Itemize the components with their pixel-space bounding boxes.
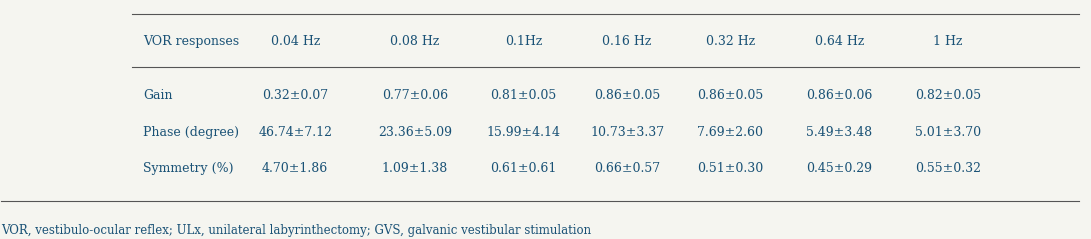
Text: 0.66±0.57: 0.66±0.57 (595, 162, 660, 175)
Text: Gain: Gain (143, 89, 172, 103)
Text: 1 Hz: 1 Hz (934, 35, 963, 48)
Text: 0.16 Hz: 0.16 Hz (602, 35, 651, 48)
Text: 0.82±0.05: 0.82±0.05 (915, 89, 981, 103)
Text: 0.81±0.05: 0.81±0.05 (491, 89, 556, 103)
Text: 5.01±3.70: 5.01±3.70 (915, 126, 981, 139)
Text: 0.32±0.07: 0.32±0.07 (262, 89, 328, 103)
Text: 15.99±4.14: 15.99±4.14 (487, 126, 561, 139)
Text: 0.86±0.05: 0.86±0.05 (697, 89, 764, 103)
Text: 0.51±0.30: 0.51±0.30 (697, 162, 764, 175)
Text: 1.09±1.38: 1.09±1.38 (382, 162, 448, 175)
Text: 0.45±0.29: 0.45±0.29 (806, 162, 873, 175)
Text: VOR, vestibulo-ocular reflex; ULx, unilateral labyrinthectomy; GVS, galvanic ves: VOR, vestibulo-ocular reflex; ULx, unila… (1, 224, 591, 237)
Text: 0.64 Hz: 0.64 Hz (815, 35, 864, 48)
Text: 0.32 Hz: 0.32 Hz (706, 35, 755, 48)
Text: Symmetry (%): Symmetry (%) (143, 162, 233, 175)
Text: VOR responses: VOR responses (143, 35, 239, 48)
Text: Phase (degree): Phase (degree) (143, 126, 239, 139)
Text: 0.61±0.61: 0.61±0.61 (491, 162, 556, 175)
Text: 10.73±3.37: 10.73±3.37 (590, 126, 664, 139)
Text: 0.04 Hz: 0.04 Hz (271, 35, 320, 48)
Text: 5.49±3.48: 5.49±3.48 (806, 126, 873, 139)
Text: 0.55±0.32: 0.55±0.32 (915, 162, 981, 175)
Text: 0.86±0.06: 0.86±0.06 (806, 89, 873, 103)
Text: 0.86±0.05: 0.86±0.05 (594, 89, 660, 103)
Text: 0.77±0.06: 0.77±0.06 (382, 89, 448, 103)
Text: 23.36±5.09: 23.36±5.09 (377, 126, 452, 139)
Text: 4.70±1.86: 4.70±1.86 (262, 162, 328, 175)
Text: 7.69±2.60: 7.69±2.60 (697, 126, 764, 139)
Text: 0.08 Hz: 0.08 Hz (391, 35, 440, 48)
Text: 46.74±7.12: 46.74±7.12 (259, 126, 332, 139)
Text: 0.1Hz: 0.1Hz (505, 35, 542, 48)
